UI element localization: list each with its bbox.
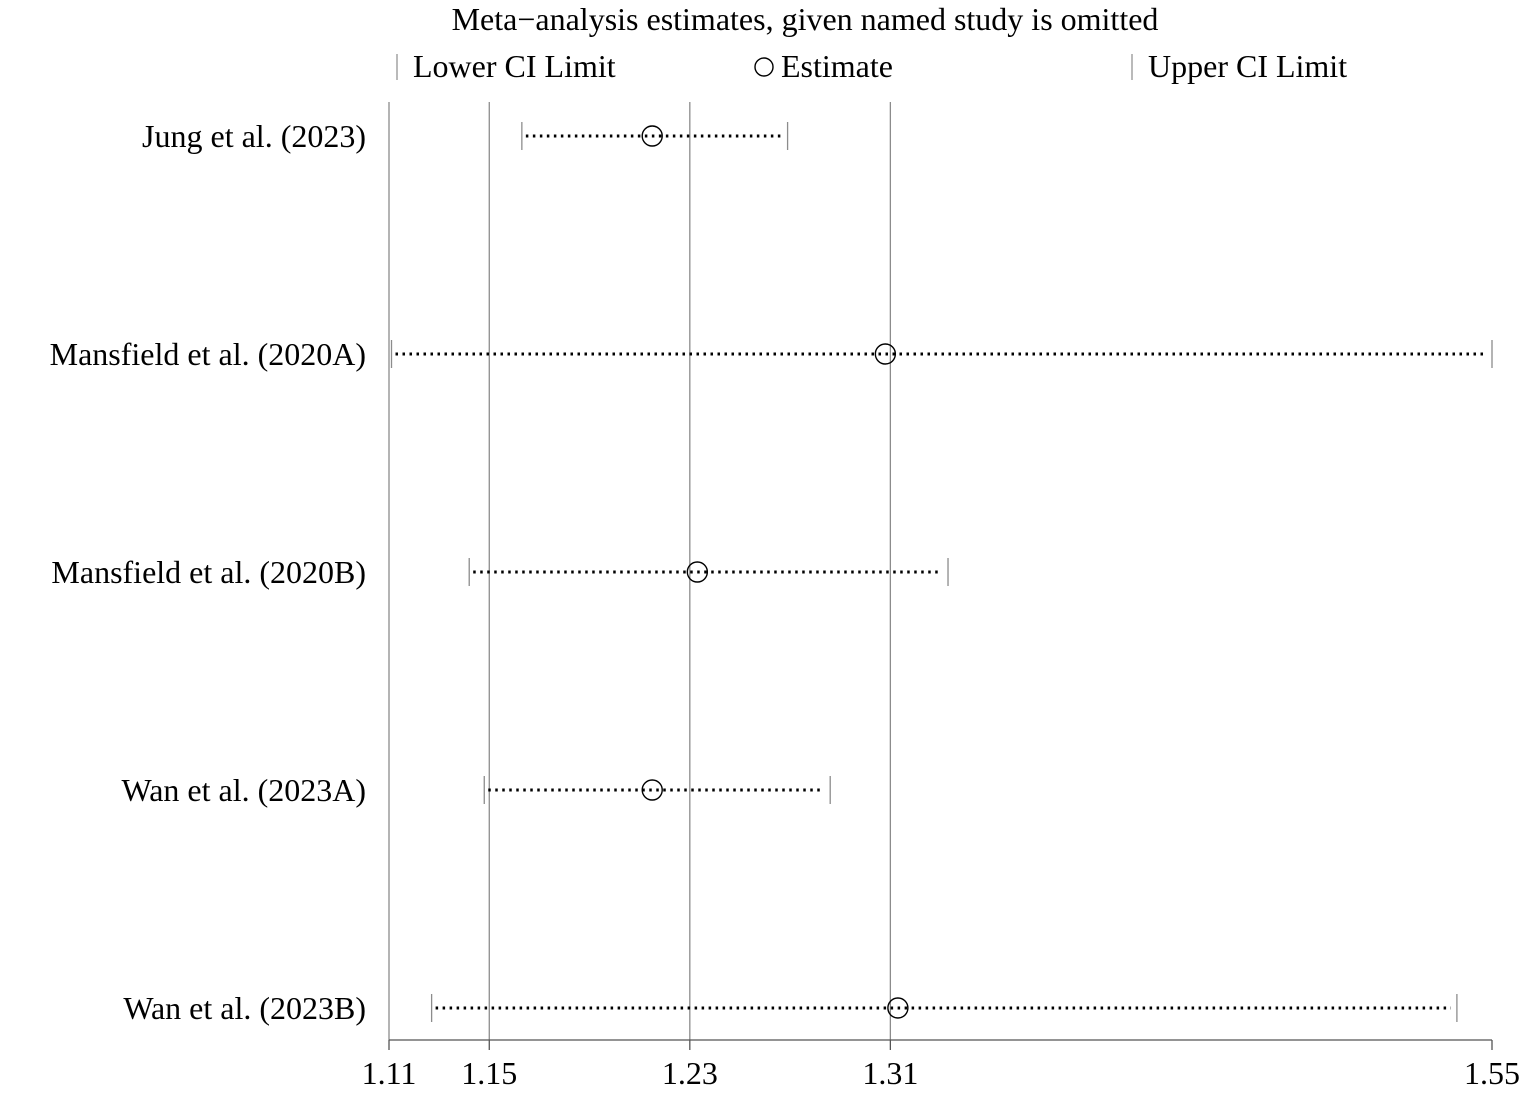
estimate-point [641, 779, 663, 801]
study-row: Jung et al. (2023) [142, 118, 789, 154]
x-tick-label: 1.23 [662, 1055, 718, 1091]
legend-upper-label: Upper CI Limit [1148, 48, 1347, 84]
x-tick-label: 1.55 [1464, 1055, 1520, 1091]
study-row: Wan et al. (2023A) [122, 772, 831, 808]
study-label: Wan et al. (2023A) [122, 772, 366, 808]
study-row: Mansfield et al. (2020A) [50, 336, 1493, 372]
chart-title: Meta−analysis estimates, given named stu… [452, 1, 1159, 37]
study-rows: Jung et al. (2023) Mansfield et al. (2020… [50, 118, 1493, 1026]
estimate-point [686, 561, 709, 583]
estimate-point [874, 343, 897, 365]
study-label: Jung et al. (2023) [142, 118, 366, 154]
study-label: Mansfield et al. (2020B) [51, 554, 366, 590]
legend-estimate-circle [754, 57, 774, 77]
x-tick-label: 1.31 [862, 1055, 918, 1091]
legend-lower-label: Lower CI Limit [413, 48, 616, 84]
estimate-point [641, 125, 663, 147]
x-tick-label: 1.11 [362, 1055, 417, 1091]
x-tick-label: 1.15 [461, 1055, 517, 1091]
legend: Lower CI Limit Estimate Upper CI Limit [396, 48, 1347, 84]
reference-lines [388, 102, 892, 1040]
study-label: Wan et al. (2023B) [123, 990, 366, 1026]
legend-estimate-label: Estimate [781, 48, 893, 84]
x-axis: 1.11 1.15 1.23 1.31 1.55 [362, 1039, 1520, 1091]
study-row: Wan et al. (2023B) [123, 990, 1458, 1026]
estimate-point [887, 997, 909, 1019]
study-row: Mansfield et al. (2020B) [51, 554, 949, 590]
study-label: Mansfield et al. (2020A) [50, 336, 366, 372]
